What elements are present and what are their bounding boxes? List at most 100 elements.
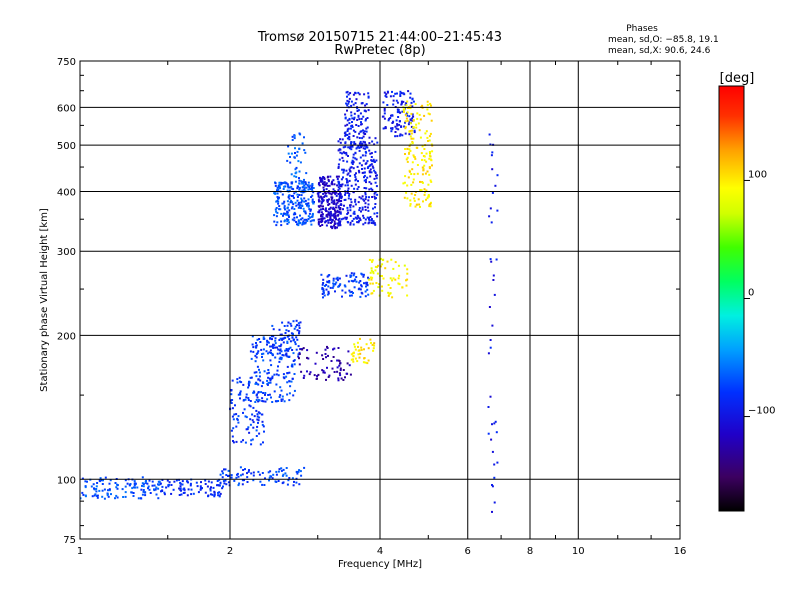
data-point	[334, 210, 337, 213]
data-point	[307, 205, 310, 208]
data-point	[327, 290, 330, 293]
data-point	[247, 382, 250, 385]
data-point	[337, 175, 340, 178]
data-point	[405, 158, 408, 161]
data-point	[180, 493, 183, 496]
data-point	[207, 480, 210, 483]
data-point	[224, 479, 227, 482]
data-point	[282, 354, 285, 357]
data-point	[296, 193, 299, 196]
data-point	[290, 173, 293, 176]
data-point	[189, 484, 192, 487]
data-point	[129, 483, 132, 485]
data-point	[372, 220, 375, 223]
data-point	[311, 214, 314, 216]
data-point	[303, 136, 305, 139]
data-point	[326, 281, 329, 284]
data-point	[366, 167, 369, 169]
data-point	[328, 274, 331, 276]
data-point	[316, 375, 319, 377]
data-point	[350, 161, 353, 164]
data-point	[356, 221, 359, 224]
data-point	[490, 221, 493, 224]
data-point	[496, 174, 499, 177]
data-point	[373, 177, 376, 180]
data-point	[263, 484, 266, 486]
data-point	[417, 122, 420, 125]
data-point	[286, 185, 289, 188]
data-point	[305, 186, 308, 189]
data-point	[210, 493, 212, 496]
data-point	[183, 488, 186, 491]
data-point	[182, 488, 185, 491]
data-point	[257, 350, 260, 353]
data-point	[287, 152, 290, 155]
data-point	[161, 479, 164, 481]
data-point	[354, 200, 357, 203]
data-point	[292, 320, 295, 323]
data-point	[408, 121, 411, 124]
data-point	[357, 91, 360, 94]
data-point	[249, 376, 252, 379]
grid-lines	[80, 61, 680, 539]
data-point	[141, 493, 144, 496]
data-point	[277, 400, 280, 402]
data-point	[292, 484, 295, 487]
data-point	[232, 440, 234, 442]
data-point	[272, 343, 274, 346]
data-point	[412, 119, 415, 122]
data-point	[381, 259, 384, 261]
data-point	[178, 494, 181, 496]
data-point	[494, 184, 497, 187]
data-point	[278, 349, 281, 352]
data-point	[345, 274, 348, 277]
data-point	[332, 179, 335, 182]
data-point	[337, 186, 340, 189]
data-point	[292, 196, 295, 199]
data-point	[328, 198, 330, 201]
data-point	[338, 211, 341, 214]
data-point	[395, 99, 398, 102]
data-point	[410, 183, 413, 186]
data-point	[235, 413, 238, 416]
data-point	[363, 130, 366, 133]
data-point	[253, 415, 256, 418]
data-point	[180, 489, 182, 492]
data-point	[326, 275, 329, 278]
data-point	[308, 212, 311, 215]
data-point	[192, 492, 195, 495]
data-point	[404, 121, 406, 124]
data-point	[186, 494, 189, 497]
data-point	[339, 369, 342, 372]
data-point	[353, 272, 356, 275]
data-point	[267, 381, 270, 384]
data-point	[330, 193, 333, 196]
data-point	[373, 344, 376, 347]
data-point	[372, 289, 375, 292]
data-point	[328, 184, 331, 187]
data-point	[282, 188, 285, 190]
data-point	[362, 198, 365, 201]
data-point	[155, 493, 158, 496]
data-point	[360, 348, 363, 351]
data-point	[412, 126, 415, 129]
data-point	[223, 482, 226, 485]
data-point	[355, 158, 358, 161]
data-point	[181, 480, 184, 483]
data-point	[403, 125, 406, 128]
data-point	[148, 479, 151, 482]
data-point	[313, 201, 315, 203]
data-point	[324, 208, 327, 211]
data-point	[285, 213, 288, 216]
data-point	[368, 142, 371, 145]
data-point	[317, 199, 320, 202]
data-point	[324, 207, 327, 210]
data-point	[337, 205, 340, 208]
data-point	[400, 103, 403, 106]
data-point	[327, 219, 329, 222]
data-point	[271, 335, 273, 338]
data-point	[356, 107, 359, 110]
data-point	[321, 217, 324, 220]
data-point	[353, 343, 356, 346]
data-point	[204, 491, 207, 494]
